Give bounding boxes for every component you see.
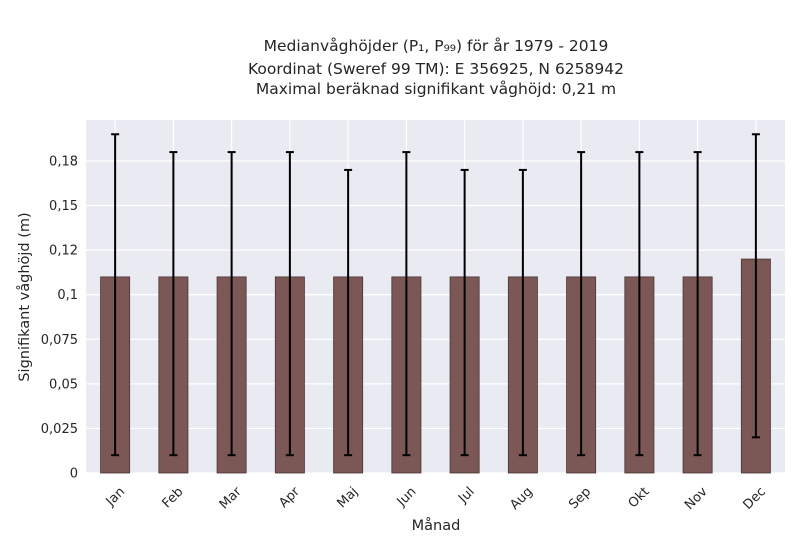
- x-tick-label: Nov: [682, 484, 711, 513]
- y-tick-label: 0,075: [41, 333, 78, 348]
- error-bar-jun: [402, 151, 411, 457]
- y-axis-label: Signifikant våghöjd (m): [16, 212, 33, 381]
- error-bar-apr: [285, 151, 294, 457]
- y-tick-label: 0,15: [49, 199, 78, 214]
- x-axis-ticks: Jan Feb Mar Apr Maj Jun Jul Aug Sep Okt Nov Dec: [103, 484, 769, 513]
- x-tick-label: Maj: [334, 484, 361, 511]
- error-bar-maj: [344, 168, 353, 457]
- error-bars: [111, 133, 760, 457]
- error-bar-jan: [111, 133, 120, 457]
- x-tick-label: Sep: [566, 484, 594, 512]
- error-bar-okt: [635, 151, 644, 457]
- x-tick-label: Jul: [455, 484, 477, 506]
- error-bar-sep: [577, 151, 586, 457]
- title-line-2: Koordinat (Sweref 99 TM): E 356925, N 62…: [248, 60, 624, 78]
- plot-area: [86, 120, 785, 473]
- x-tick-label: Mar: [217, 484, 245, 512]
- error-bar-dec: [751, 133, 760, 439]
- x-tick-label: Dec: [741, 484, 769, 512]
- y-tick-label: 0: [70, 467, 78, 482]
- y-tick-label: 0,12: [49, 244, 78, 259]
- y-tick-label: 0,1: [57, 288, 78, 303]
- error-bar-nov: [693, 151, 702, 457]
- error-bar-mar: [227, 151, 236, 457]
- x-tick-label: Apr: [276, 484, 303, 511]
- x-tick-label: Okt: [626, 484, 653, 511]
- title-line-1: Medianvåghöjder (P₁, P₉₉) för år 1979 - …: [264, 37, 609, 55]
- x-tick-label: Aug: [507, 484, 536, 513]
- chart-title: Medianvåghöjder (P₁, P₉₉) för år 1979 - …: [248, 37, 624, 98]
- y-tick-label: 0,025: [41, 422, 78, 437]
- x-axis-label: Månad: [412, 517, 461, 534]
- error-bar-aug: [518, 168, 527, 457]
- x-tick-label: Jun: [394, 484, 420, 510]
- y-axis-ticks: 0 0,025 0,05 0,075 0,1 0,12 0,15 0,18: [41, 155, 78, 482]
- error-bar-feb: [169, 151, 178, 457]
- y-tick-label: 0,05: [49, 377, 78, 392]
- title-line-3: Maximal beräknad signifikant våghöjd: 0,…: [256, 80, 616, 98]
- y-tick-label: 0,18: [49, 155, 78, 170]
- x-tick-label: Jan: [103, 484, 128, 509]
- error-bar-jul: [460, 168, 469, 457]
- x-tick-label: Feb: [160, 484, 187, 511]
